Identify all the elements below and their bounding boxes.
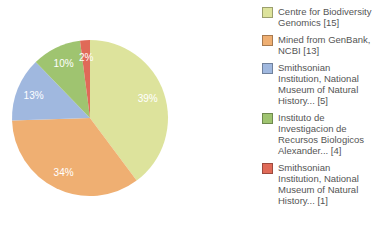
svg-text:2%: 2% [79, 52, 94, 63]
html-text:Centre for Biodiversity Genomi: Centre for Biodiversity Genomics [15] [278, 6, 372, 28]
svg-text:39%: 39% [138, 93, 158, 104]
html-text:Smithsonian Institution, Natio: Smithsonian Institution, National Museum… [278, 62, 359, 106]
svg-text:10%: 10% [54, 58, 74, 69]
svg-text:34%: 34% [54, 167, 74, 178]
svg-text:13%: 13% [24, 90, 44, 101]
html-text:Mined from GenBank, NCBI [13]: Mined from GenBank, NCBI [13] [278, 34, 371, 56]
html-text:Instituto de Investigacion de: Instituto de Investigacion de Recursos B… [278, 112, 365, 156]
html-text:Smithsonian Institution, Natio: Smithsonian Institution, National Museum… [278, 162, 359, 206]
